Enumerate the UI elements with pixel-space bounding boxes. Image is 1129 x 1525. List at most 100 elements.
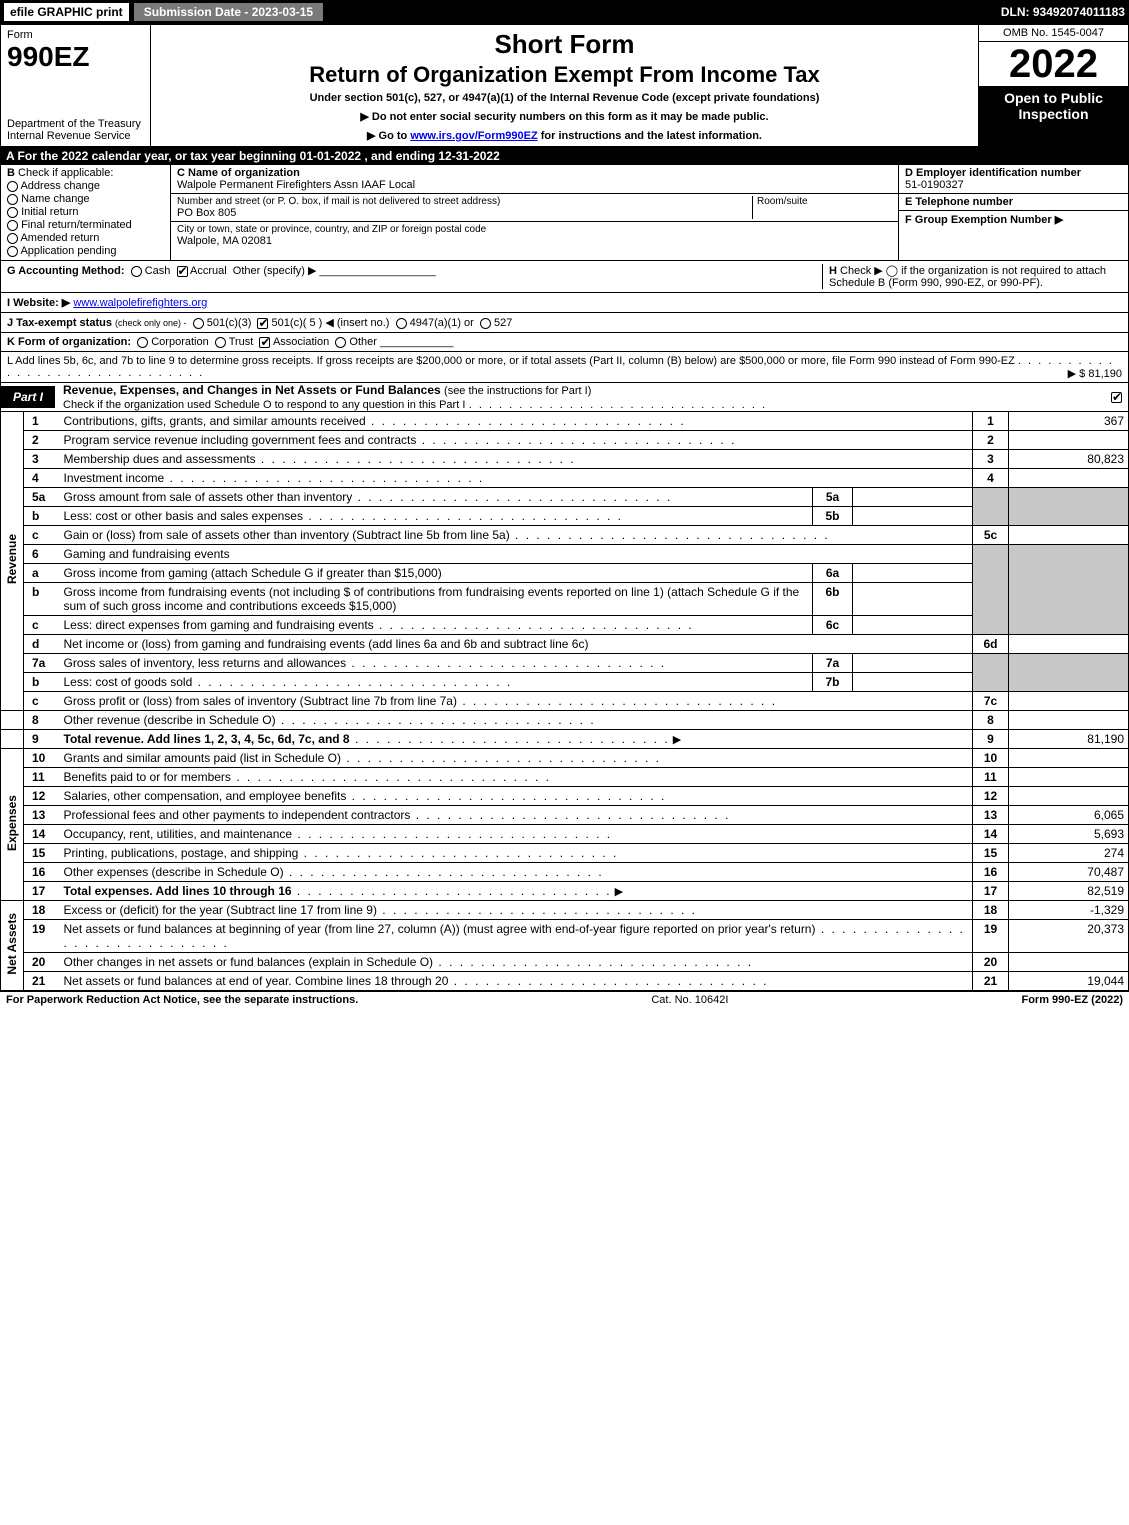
city-value: Walpole, MA 02081 (177, 235, 486, 247)
line-4: 4Investment income 4 (1, 469, 1129, 488)
dept-label: Department of the Treasury Internal Reve… (7, 118, 144, 142)
chk-initial-return[interactable]: Initial return (7, 206, 164, 218)
goto-line: ▶ Go to www.irs.gov/Form990EZ for instru… (161, 129, 968, 142)
chk-4947[interactable] (396, 318, 407, 329)
chk-501c[interactable] (257, 318, 268, 329)
side-revenue: Revenue (5, 534, 19, 584)
irs-link[interactable]: www.irs.gov/Form990EZ (410, 130, 537, 142)
form-number: 990EZ (7, 41, 144, 73)
section-bcdef: B Check if applicable: Address change Na… (0, 165, 1129, 261)
col-c: C Name of organization Walpole Permanent… (171, 165, 898, 260)
part-i-tag: Part I (1, 386, 55, 408)
ein-value: 51-0190327 (905, 179, 1122, 191)
chk-assoc[interactable] (259, 337, 270, 348)
chk-final-return[interactable]: Final return/terminated (7, 219, 164, 231)
chk-accrual[interactable] (177, 266, 188, 277)
omb-number: OMB No. 1545-0047 (979, 25, 1128, 42)
line-8: 8Other revenue (describe in Schedule O) … (1, 711, 1129, 730)
g-accrual: Accrual (190, 265, 227, 277)
goto-pre: ▶ Go to (367, 130, 410, 142)
line-19: 19Net assets or fund balances at beginni… (1, 920, 1129, 953)
form-header: Form 990EZ Department of the Treasury In… (0, 24, 1129, 147)
chk-501c3[interactable] (193, 318, 204, 329)
chk-address-change[interactable]: Address change (7, 180, 164, 192)
header-left: Form 990EZ Department of the Treasury In… (1, 25, 151, 146)
f-lbl: F Group Exemption Number ▶ (905, 213, 1122, 226)
line-7a: 7aGross sales of inventory, less returns… (1, 654, 1129, 673)
chk-application-pending[interactable]: Application pending (7, 245, 164, 257)
line-17: 17Total expenses. Add lines 10 through 1… (1, 882, 1129, 901)
part-i-sub: (see the instructions for Part I) (444, 385, 591, 397)
header-right: OMB No. 1545-0047 2022 Open to Public In… (978, 25, 1128, 146)
row-l: L Add lines 5b, 6c, and 7b to line 9 to … (0, 352, 1129, 383)
d-lbl: D Employer identification number (905, 167, 1122, 179)
line-11: 11Benefits paid to or for members 11 (1, 768, 1129, 787)
submission-date-button[interactable]: Submission Date - 2023-03-15 (133, 2, 324, 22)
line-14: 14Occupancy, rent, utilities, and mainte… (1, 825, 1129, 844)
chk-527[interactable] (480, 318, 491, 329)
room-suite: Room/suite (752, 196, 892, 219)
k-other: Other (349, 336, 377, 348)
j-lbl: J Tax-exempt status (7, 317, 112, 329)
g-cash: Cash (145, 265, 171, 277)
g-lbl: G Accounting Method: (7, 265, 125, 277)
row-g-h: G Accounting Method: Cash Accrual Other … (0, 261, 1129, 293)
j-sub: (check only one) - (115, 318, 187, 328)
efile-button[interactable]: efile GRAPHIC print (4, 3, 129, 21)
c-name-lbl: C Name of organization (177, 167, 300, 179)
chk-cash[interactable] (131, 266, 142, 277)
chk-trust[interactable] (215, 337, 226, 348)
street-lbl: Number and street (or P. O. box, if mail… (177, 196, 752, 207)
footer-left: For Paperwork Reduction Act Notice, see … (6, 994, 358, 1006)
row-j: J Tax-exempt status (check only one) - 5… (0, 313, 1129, 333)
b-sub: Check if applicable: (18, 167, 113, 179)
dln-label: DLN: 93492074011183 (1001, 5, 1125, 19)
line-15: 15Printing, publications, postage, and s… (1, 844, 1129, 863)
line-6b: bGross income from fundraising events (n… (1, 583, 1129, 616)
chk-amended-return[interactable]: Amended return (7, 232, 164, 244)
chk-schedule-o[interactable] (1111, 392, 1122, 403)
goto-post: for instructions and the latest informat… (538, 130, 762, 142)
line-20: 20Other changes in net assets or fund ba… (1, 953, 1129, 972)
org-name: Walpole Permanent Firefighters Assn IAAF… (177, 179, 415, 191)
top-bar: efile GRAPHIC print Submission Date - 20… (0, 0, 1129, 24)
tax-year: 2022 (979, 42, 1128, 86)
col-def: D Employer identification number 51-0190… (898, 165, 1128, 260)
k-corp: Corporation (151, 336, 208, 348)
line-6d: dNet income or (loss) from gaming and fu… (1, 635, 1129, 654)
row-a: A For the 2022 calendar year, or tax yea… (0, 147, 1129, 165)
k-lbl: K Form of organization: (7, 336, 131, 348)
l-val: ▶ $ 81,190 (1068, 367, 1122, 380)
line-16: 16Other expenses (describe in Schedule O… (1, 863, 1129, 882)
city-lbl: City or town, state or province, country… (177, 224, 486, 235)
i-lbl: I Website: ▶ (7, 297, 70, 309)
form-word: Form (7, 29, 144, 41)
footer-right: Form 990-EZ (2022) (1021, 994, 1123, 1006)
g-other: Other (specify) ▶ (233, 265, 317, 277)
j-opt1: 501(c)(3) (207, 317, 252, 329)
page-footer: For Paperwork Reduction Act Notice, see … (0, 991, 1129, 1008)
h-text: Check ▶ ◯ if the organization is not req… (829, 265, 1106, 289)
website-link[interactable]: www.walpolefirefighters.org (73, 297, 207, 309)
j-opt3: 4947(a)(1) or (410, 317, 474, 329)
row-k: K Form of organization: Corporation Trus… (0, 333, 1129, 352)
subtitle-under: Under section 501(c), 527, or 4947(a)(1)… (161, 92, 968, 104)
col-b: B Check if applicable: Address change Na… (1, 165, 171, 260)
chk-name-change[interactable]: Name change (7, 193, 164, 205)
line-18: Net Assets 18Excess or (deficit) for the… (1, 901, 1129, 920)
h-block: H Check ▶ ◯ if the organization is not r… (822, 264, 1122, 289)
street-value: PO Box 805 (177, 207, 752, 219)
side-expenses: Expenses (5, 795, 19, 851)
lines-table: Revenue 1Contributions, gifts, grants, a… (0, 412, 1129, 991)
line-5b: bLess: cost or other basis and sales exp… (1, 507, 1129, 526)
header-center: Short Form Return of Organization Exempt… (151, 25, 978, 146)
line-21: 21Net assets or fund balances at end of … (1, 972, 1129, 991)
j-opt2: 501(c)( 5 ) ◀ (insert no.) (272, 317, 390, 329)
part-i-check-text: Check if the organization used Schedule … (63, 399, 465, 411)
k-trust: Trust (229, 336, 254, 348)
chk-corp[interactable] (137, 337, 148, 348)
part-i-title: Revenue, Expenses, and Changes in Net As… (63, 383, 441, 397)
open-to-public: Open to Public Inspection (979, 86, 1128, 146)
line-10: Expenses 10Grants and similar amounts pa… (1, 749, 1129, 768)
chk-other-org[interactable] (335, 337, 346, 348)
